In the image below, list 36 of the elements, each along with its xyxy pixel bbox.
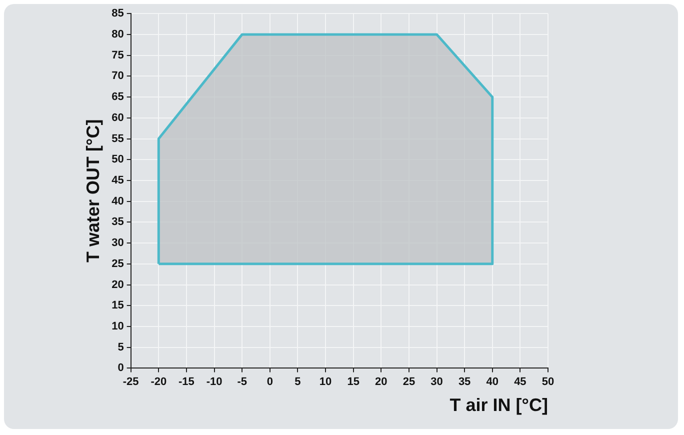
x-tick-label: 30: [430, 376, 443, 388]
x-tick-label: 40: [486, 376, 499, 388]
x-tick-label: -10: [206, 376, 222, 388]
x-tick-label: -25: [122, 376, 139, 388]
x-tick-label: 5: [294, 376, 301, 388]
x-tick-label: 20: [375, 376, 388, 388]
y-tick-label: 60: [112, 112, 124, 124]
y-axis-title: T water OUT [°C]: [82, 119, 103, 262]
y-tick-label: 40: [112, 195, 124, 208]
x-tick-label: 25: [402, 376, 416, 388]
y-tick-label: 45: [112, 174, 124, 186]
y-tick-label: 20: [112, 278, 124, 291]
x-tick-label: -20: [150, 376, 167, 388]
y-tick-label: 5: [118, 341, 124, 354]
y-tick-label: 80: [112, 28, 124, 40]
x-tick-label: 50: [542, 376, 554, 388]
x-tick-label: -15: [178, 376, 194, 388]
y-tick-label: 15: [112, 300, 124, 312]
y-tick-label: 55: [112, 132, 124, 145]
y-tick-label: 70: [112, 70, 124, 82]
y-tick-label: 35: [112, 216, 124, 228]
x-tick-label: 35: [458, 376, 471, 388]
x-tick-label: 15: [347, 376, 360, 388]
y-tick-label: 50: [112, 154, 124, 166]
y-tick-label: 10: [112, 320, 124, 333]
x-axis-title: T air IN [°C]: [450, 395, 548, 416]
x-tick-label: 45: [514, 376, 526, 388]
y-tick-label: 0: [118, 362, 124, 374]
y-tick-label: 25: [112, 258, 124, 270]
x-tick-label: 10: [319, 376, 332, 388]
x-tick-label: -5: [237, 376, 247, 388]
y-tick-label: 75: [112, 49, 124, 62]
x-tick-label: 0: [266, 376, 273, 388]
y-tick-label: 30: [112, 237, 124, 250]
y-tick-label: 85: [112, 8, 124, 20]
y-tick-label: 65: [112, 91, 124, 104]
